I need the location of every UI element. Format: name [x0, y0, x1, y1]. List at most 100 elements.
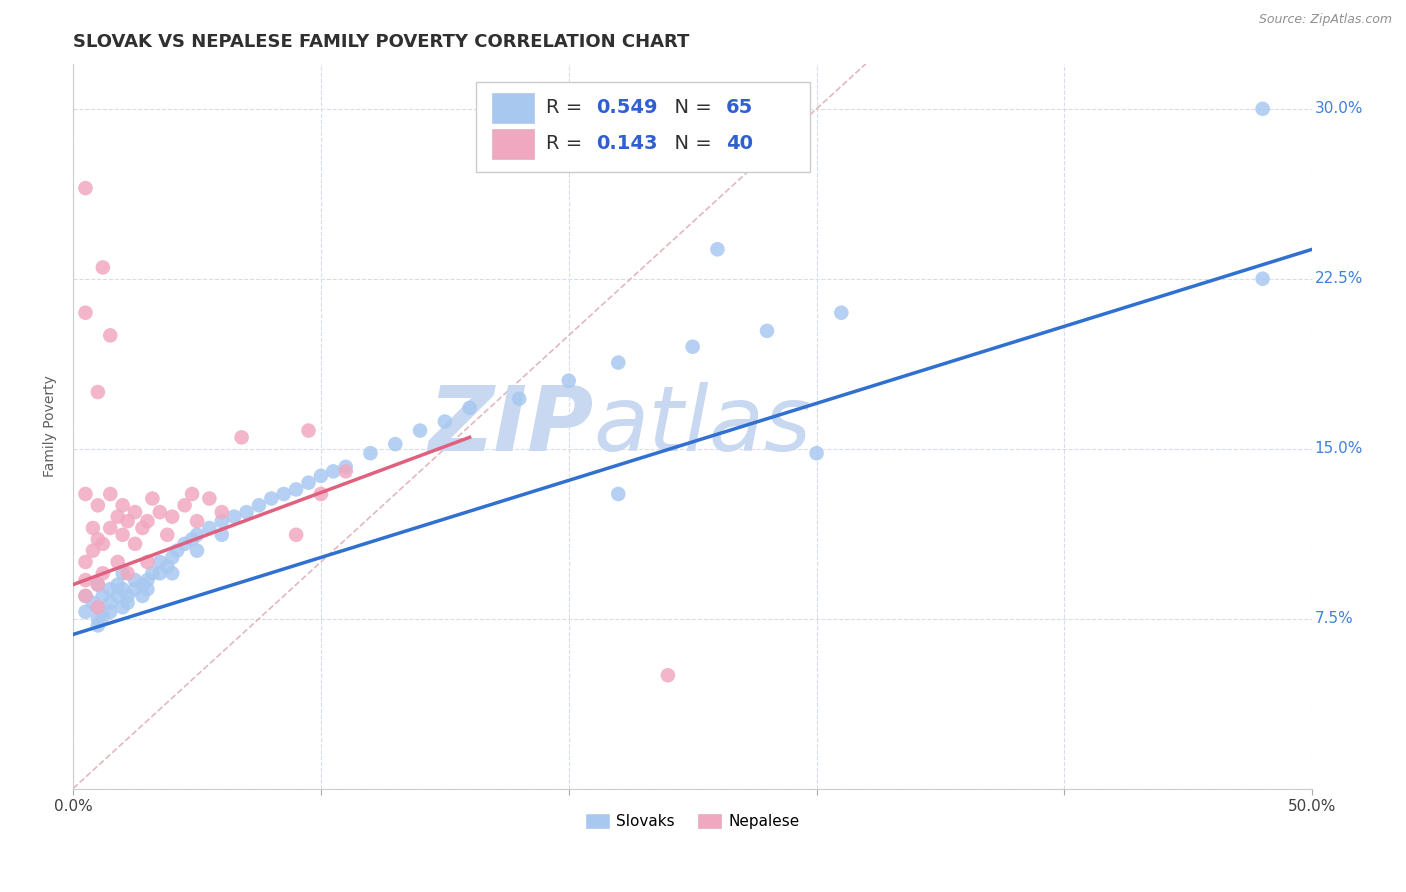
Point [136, 555, 159, 569]
Point [131, 521, 153, 535]
Point [160, 509, 183, 524]
Point [198, 521, 221, 535]
Point [117, 566, 139, 581]
Point [181, 487, 204, 501]
Text: 22.5%: 22.5% [1315, 271, 1362, 286]
Point [91, 537, 114, 551]
Point [124, 573, 146, 587]
Point [156, 528, 179, 542]
Point [173, 498, 195, 512]
Text: 30.0%: 30.0% [1315, 102, 1364, 116]
Point [285, 528, 308, 542]
Text: ZIP: ZIP [429, 382, 593, 470]
Point [98, 521, 121, 535]
Text: 7.5%: 7.5% [1315, 611, 1354, 626]
Point [111, 566, 134, 581]
Point [235, 505, 257, 519]
Point [87, 611, 110, 625]
Point [149, 505, 172, 519]
Point [82, 521, 104, 535]
Point [706, 242, 728, 256]
Point [111, 600, 134, 615]
Point [91, 589, 114, 603]
Point [830, 306, 852, 320]
Point [160, 566, 183, 581]
Text: N =: N = [662, 135, 717, 153]
Text: R =: R = [547, 98, 589, 117]
Point [297, 475, 319, 490]
Point [87, 384, 110, 399]
Point [107, 509, 129, 524]
Text: 15.0%: 15.0% [1315, 442, 1362, 456]
Point [322, 464, 344, 478]
Point [111, 498, 134, 512]
Point [136, 582, 159, 596]
Point [87, 498, 110, 512]
Text: atlas: atlas [593, 382, 811, 470]
Point [82, 543, 104, 558]
Point [458, 401, 481, 415]
Text: SLOVAK VS NEPALESE FAMILY POVERTY CORRELATION CHART: SLOVAK VS NEPALESE FAMILY POVERTY CORREL… [73, 33, 689, 51]
Point [173, 537, 195, 551]
Point [1251, 271, 1274, 285]
Point [1251, 102, 1274, 116]
Point [136, 573, 159, 587]
Point [124, 505, 146, 519]
Point [107, 589, 129, 603]
Point [124, 537, 146, 551]
Text: Source: ZipAtlas.com: Source: ZipAtlas.com [1258, 13, 1392, 27]
Point [75, 555, 97, 569]
FancyBboxPatch shape [492, 93, 534, 123]
Point [107, 577, 129, 591]
Text: 40: 40 [725, 135, 754, 153]
Point [87, 600, 110, 615]
Point [806, 446, 828, 460]
Text: N =: N = [662, 98, 717, 117]
Point [156, 559, 179, 574]
Point [75, 487, 97, 501]
Point [117, 589, 139, 603]
Point [111, 582, 134, 596]
Point [607, 487, 630, 501]
Text: 65: 65 [725, 98, 754, 117]
Point [335, 459, 357, 474]
Point [309, 468, 332, 483]
Point [297, 424, 319, 438]
Point [211, 528, 233, 542]
Point [75, 589, 97, 603]
Point [273, 487, 295, 501]
Point [75, 181, 97, 195]
Point [75, 573, 97, 587]
Point [136, 514, 159, 528]
Point [433, 415, 456, 429]
Point [149, 566, 172, 581]
Point [186, 528, 208, 542]
Point [181, 533, 204, 547]
Text: R =: R = [547, 135, 589, 153]
Y-axis label: Family Poverty: Family Poverty [44, 375, 58, 477]
Point [359, 446, 381, 460]
Legend: Slovaks, Nepalese: Slovaks, Nepalese [579, 808, 806, 835]
Point [107, 555, 129, 569]
Point [75, 306, 97, 320]
Point [285, 483, 308, 497]
Point [756, 324, 779, 338]
Text: 0.549: 0.549 [596, 98, 658, 117]
Point [141, 491, 163, 506]
Point [224, 509, 246, 524]
Point [98, 596, 121, 610]
Point [82, 596, 104, 610]
Point [98, 582, 121, 596]
Point [87, 577, 110, 591]
Point [409, 424, 432, 438]
Point [98, 605, 121, 619]
Point [211, 505, 233, 519]
Point [75, 589, 97, 603]
Point [111, 528, 134, 542]
Point [186, 514, 208, 528]
Point [657, 668, 679, 682]
Point [149, 555, 172, 569]
Point [75, 605, 97, 619]
Point [211, 514, 233, 528]
Point [198, 491, 221, 506]
